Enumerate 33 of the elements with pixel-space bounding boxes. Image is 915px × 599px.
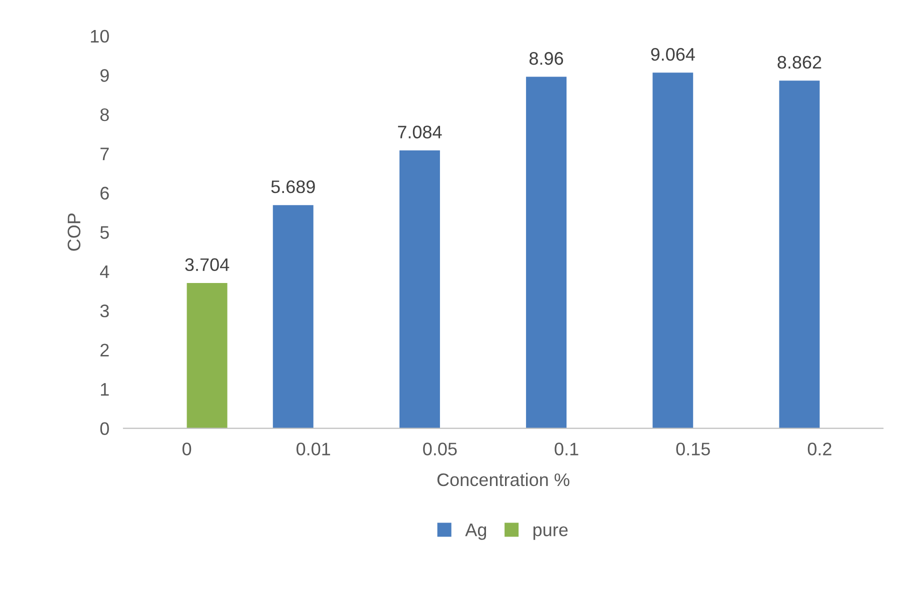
x-axis-title: Concentration % xyxy=(437,472,570,486)
bar xyxy=(272,205,314,428)
bar xyxy=(652,72,694,428)
bar xyxy=(779,80,820,428)
x-tick-label: 0 xyxy=(182,442,192,456)
bar xyxy=(399,150,440,428)
data-label: 5.689 xyxy=(271,180,315,194)
x-tick-label: 0.01 xyxy=(296,442,330,456)
y-tick-label: 6 xyxy=(100,186,109,200)
bar xyxy=(526,76,567,428)
y-tick-label: 7 xyxy=(100,148,109,160)
y-tick-label: 0 xyxy=(100,422,109,436)
bar xyxy=(186,282,228,428)
y-tick-label: 2 xyxy=(100,344,109,356)
legend-label: Ag xyxy=(465,524,486,540)
x-tick-label: 0.15 xyxy=(676,442,710,456)
data-label: 3.704 xyxy=(185,258,230,272)
data-label: 8.862 xyxy=(778,56,822,69)
data-label: 8.96 xyxy=(530,52,564,65)
y-tick-label: 9 xyxy=(100,69,109,82)
y-tick-label: 3 xyxy=(100,304,109,318)
y-tick-label: 5 xyxy=(100,226,109,239)
y-tick-label: 10 xyxy=(90,30,109,43)
x-tick-label: 0.1 xyxy=(554,442,578,456)
y-tick-label: 4 xyxy=(100,265,110,278)
data-label: 7.084 xyxy=(398,126,442,138)
y-tick-label: 1 xyxy=(100,383,109,396)
x-tick-label: 0.2 xyxy=(808,442,832,456)
y-tick-label: 8 xyxy=(100,108,109,122)
x-tick-label: 0.05 xyxy=(423,442,457,456)
data-label: 9.064 xyxy=(651,48,695,61)
y-axis-title: COP xyxy=(68,214,80,251)
legend-label: pure xyxy=(534,526,568,540)
